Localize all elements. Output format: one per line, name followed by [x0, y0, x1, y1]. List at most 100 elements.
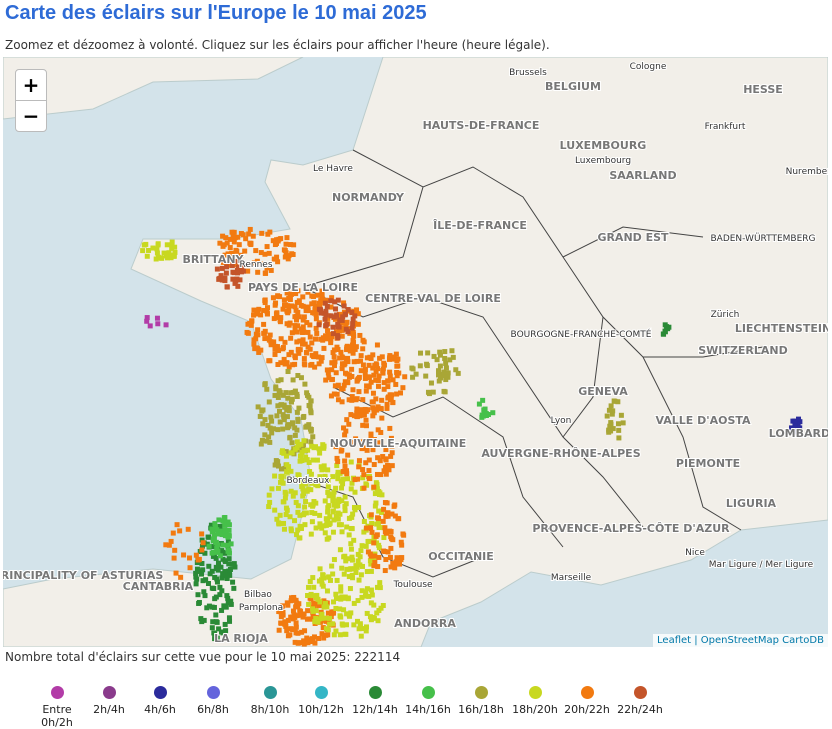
- strike[interactable]: [378, 472, 384, 478]
- strike[interactable]: [322, 498, 328, 504]
- strike[interactable]: [379, 354, 385, 360]
- strike[interactable]: [304, 390, 310, 396]
- strike[interactable]: [344, 468, 350, 474]
- strike[interactable]: [255, 404, 261, 410]
- strike[interactable]: [307, 595, 313, 601]
- strike[interactable]: [372, 491, 378, 497]
- strike[interactable]: [272, 351, 278, 357]
- strike[interactable]: [375, 378, 381, 384]
- strike[interactable]: [333, 595, 339, 601]
- strike[interactable]: [321, 604, 327, 610]
- strike[interactable]: [317, 521, 323, 527]
- strike[interactable]: [348, 546, 354, 552]
- strike[interactable]: [356, 577, 362, 583]
- strike[interactable]: [325, 478, 331, 484]
- strike[interactable]: [338, 485, 344, 491]
- strike[interactable]: [315, 619, 321, 625]
- strike[interactable]: [360, 475, 366, 481]
- strike[interactable]: [295, 640, 301, 646]
- strike[interactable]: [612, 398, 618, 404]
- strike[interactable]: [284, 407, 290, 413]
- strike[interactable]: [233, 258, 239, 264]
- strike[interactable]: [251, 260, 257, 266]
- strike[interactable]: [218, 273, 224, 279]
- strike[interactable]: [274, 516, 280, 522]
- strike[interactable]: [267, 358, 273, 364]
- strike[interactable]: [202, 550, 208, 556]
- strike[interactable]: [255, 311, 261, 317]
- strike[interactable]: [253, 336, 259, 342]
- strike[interactable]: [319, 292, 325, 298]
- strike[interactable]: [291, 594, 297, 600]
- strike[interactable]: [384, 401, 390, 407]
- strike[interactable]: [324, 303, 330, 309]
- strike[interactable]: [275, 485, 281, 491]
- strike[interactable]: [289, 420, 295, 426]
- strike[interactable]: [297, 512, 303, 518]
- strike[interactable]: [213, 555, 219, 561]
- strike[interactable]: [266, 434, 272, 440]
- strike[interactable]: [331, 363, 337, 369]
- strike[interactable]: [490, 410, 496, 416]
- strike[interactable]: [353, 344, 359, 350]
- strike[interactable]: [343, 428, 349, 434]
- strike[interactable]: [347, 586, 353, 592]
- strike[interactable]: [354, 410, 360, 416]
- strike[interactable]: [325, 610, 331, 616]
- strike[interactable]: [224, 284, 230, 290]
- strike[interactable]: [209, 526, 215, 532]
- strike[interactable]: [292, 490, 298, 496]
- strike[interactable]: [212, 549, 218, 555]
- strike[interactable]: [309, 301, 315, 307]
- strike[interactable]: [277, 512, 283, 518]
- strike[interactable]: [223, 235, 229, 241]
- strike[interactable]: [352, 566, 358, 572]
- strike[interactable]: [289, 396, 295, 402]
- strike[interactable]: [315, 596, 321, 602]
- strike[interactable]: [212, 574, 218, 580]
- strike[interactable]: [199, 543, 205, 549]
- strike[interactable]: [290, 362, 296, 368]
- strike[interactable]: [442, 355, 448, 361]
- strike[interactable]: [445, 370, 451, 376]
- strike[interactable]: [609, 411, 615, 417]
- strike[interactable]: [392, 513, 398, 519]
- strike[interactable]: [378, 406, 384, 412]
- strike[interactable]: [290, 377, 296, 383]
- strike[interactable]: [199, 560, 205, 566]
- strike[interactable]: [604, 413, 610, 419]
- strike[interactable]: [296, 405, 302, 411]
- strike[interactable]: [218, 629, 224, 635]
- strike[interactable]: [323, 333, 329, 339]
- strike[interactable]: [306, 460, 312, 466]
- strike[interactable]: [233, 278, 239, 284]
- strike[interactable]: [295, 288, 301, 294]
- strike[interactable]: [390, 399, 396, 405]
- strike[interactable]: [337, 632, 343, 638]
- strike[interactable]: [480, 397, 486, 403]
- strike[interactable]: [224, 264, 230, 270]
- strike[interactable]: [346, 440, 352, 446]
- strike[interactable]: [222, 527, 228, 533]
- strike[interactable]: [225, 539, 231, 545]
- strike[interactable]: [338, 584, 344, 590]
- strike[interactable]: [378, 429, 384, 435]
- strike[interactable]: [217, 592, 223, 598]
- strike[interactable]: [275, 394, 281, 400]
- strike[interactable]: [254, 345, 260, 351]
- strike[interactable]: [258, 441, 264, 447]
- strike[interactable]: [369, 399, 375, 405]
- strike[interactable]: [214, 527, 220, 533]
- strike[interactable]: [360, 346, 366, 352]
- strike[interactable]: [368, 356, 374, 362]
- strike[interactable]: [305, 289, 311, 295]
- strike[interactable]: [345, 476, 351, 482]
- strike[interactable]: [229, 229, 235, 235]
- strike[interactable]: [360, 397, 366, 403]
- strike[interactable]: [344, 566, 350, 572]
- strike[interactable]: [283, 453, 289, 459]
- strike[interactable]: [143, 241, 149, 247]
- strike[interactable]: [212, 631, 218, 637]
- strike[interactable]: [393, 381, 399, 387]
- strike[interactable]: [214, 266, 220, 272]
